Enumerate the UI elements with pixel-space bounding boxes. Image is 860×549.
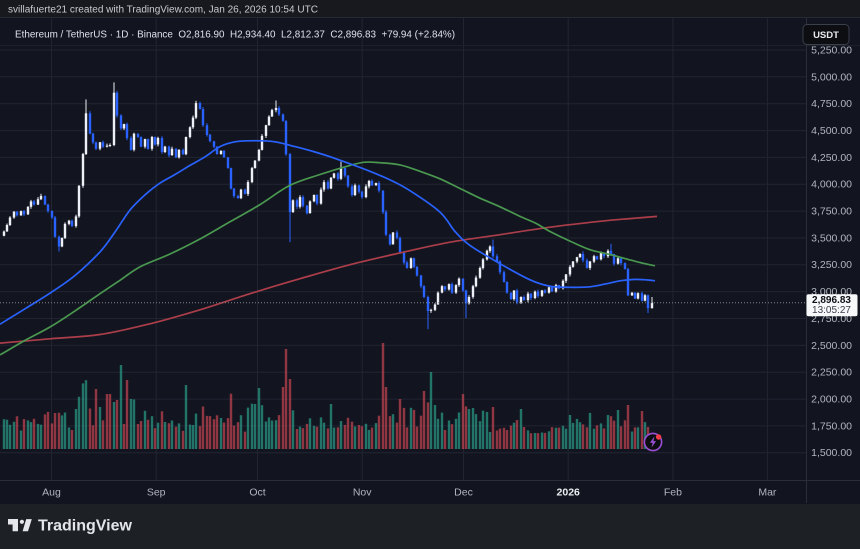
svg-text:Mar: Mar bbox=[758, 487, 777, 499]
svg-text:2026: 2026 bbox=[557, 487, 581, 499]
svg-text:2,250.00: 2,250.00 bbox=[811, 367, 852, 379]
svg-text:13:05:27: 13:05:27 bbox=[812, 305, 851, 316]
svg-text:Oct: Oct bbox=[249, 487, 265, 499]
svg-text:3,500.00: 3,500.00 bbox=[811, 232, 852, 244]
svg-text:5,250.00: 5,250.00 bbox=[811, 45, 852, 57]
svg-text:Ethereum / TetherUS · 1D · Bin: Ethereum / TetherUS · 1D · Binance O2,81… bbox=[15, 30, 455, 41]
svg-text:4,750.00: 4,750.00 bbox=[811, 98, 852, 110]
svg-text:Sep: Sep bbox=[147, 487, 166, 499]
svg-text:Nov: Nov bbox=[353, 487, 372, 499]
svg-text:1,500.00: 1,500.00 bbox=[811, 447, 852, 459]
svg-text:3,250.00: 3,250.00 bbox=[811, 259, 852, 271]
svg-text:2,000.00: 2,000.00 bbox=[811, 394, 852, 406]
svg-text:3,750.00: 3,750.00 bbox=[811, 206, 852, 218]
svg-text:Aug: Aug bbox=[42, 487, 61, 499]
svg-text:USDT: USDT bbox=[813, 30, 839, 41]
svg-text:Feb: Feb bbox=[664, 487, 682, 499]
svg-text:TradingView: TradingView bbox=[38, 518, 133, 535]
svg-text:4,250.00: 4,250.00 bbox=[811, 152, 852, 164]
svg-text:4,500.00: 4,500.00 bbox=[811, 125, 852, 137]
svg-text:1,750.00: 1,750.00 bbox=[811, 420, 852, 432]
svg-text:5,000.00: 5,000.00 bbox=[811, 71, 852, 83]
svg-text:2,500.00: 2,500.00 bbox=[811, 340, 852, 352]
svg-text:4,000.00: 4,000.00 bbox=[811, 179, 852, 191]
svg-text:svillafuerte21 created with Tr: svillafuerte21 created with TradingView.… bbox=[8, 5, 318, 16]
svg-text:2,896.83: 2,896.83 bbox=[812, 295, 851, 306]
svg-text:Dec: Dec bbox=[454, 487, 473, 499]
